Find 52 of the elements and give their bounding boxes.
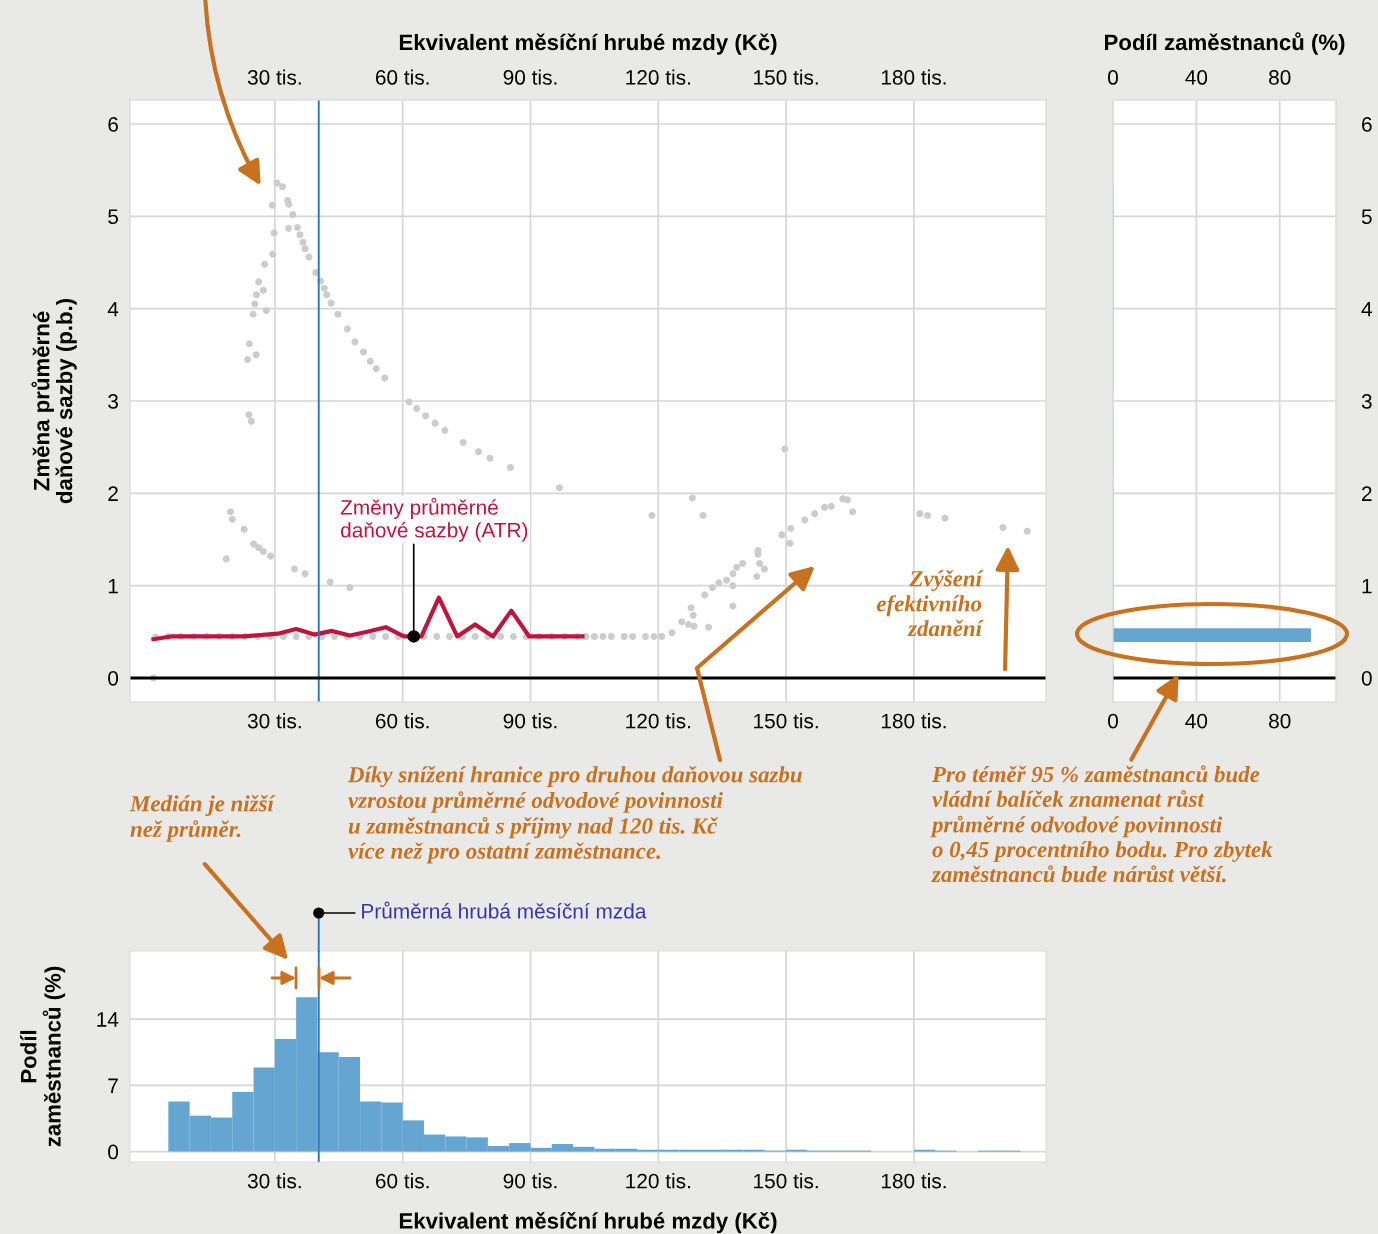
x2-axis-title: Ekvivalent měsíční hrubé mzdy (Kč) [399, 33, 777, 55]
x-tick-label: 180 tis. [881, 1173, 946, 1189]
y-tick-label: 6 [1362, 117, 1372, 132]
x-tick-label: 40 [1185, 713, 1208, 729]
y-tick-label: 5 [1361, 209, 1372, 225]
x-tick-label: 90 tis. [503, 713, 557, 729]
y-tick-label: 4 [107, 301, 119, 317]
y-axis-title: Podíl zaměstnanců (%) [20, 966, 66, 1147]
x2-tick-label: 90 tis. [503, 69, 557, 85]
x-tick-label: 60 tis. [375, 713, 429, 729]
y-tick-label: 0 [1361, 671, 1372, 686]
y-tick-label: 6 [108, 117, 118, 132]
y-tick-label: 7 [108, 1078, 118, 1093]
x2-tick-label: 60 tis. [375, 69, 429, 85]
x2-axis-title: Podíl zaměstnanců (%) [1104, 32, 1345, 55]
x-tick-label: 60 tis. [375, 1173, 429, 1189]
y-axis-title: Změna průměrné daňové sazby (p.b.) [31, 298, 77, 504]
y-tick-label: 1 [108, 578, 118, 594]
y-tick-label: 14 [97, 1012, 119, 1027]
x-tick-label: 120 tis. [626, 713, 690, 729]
x-axis-title: Ekvivalent měsíční hrubé mzdy (Kč) [399, 1211, 777, 1234]
y-tick-label: 0 [108, 671, 119, 686]
x-tick-label: 120 tis. [626, 1173, 690, 1189]
y-tick-label: 2 [108, 486, 118, 501]
x2-tick-label: 80 [1269, 70, 1291, 85]
y-tick-label: 3 [1361, 394, 1372, 409]
y-tick-label: 2 [1362, 486, 1372, 501]
x2-tick-label: 40 [1185, 70, 1208, 85]
x-tick-label: 180 tis. [881, 713, 946, 729]
x2-tick-label: 120 tis. [626, 69, 690, 85]
x-tick-label: 30 tis. [247, 1173, 301, 1189]
x2-tick-label: 180 tis. [881, 69, 946, 85]
x2-tick-label: 150 tis. [754, 69, 818, 85]
y-tick-label: 1 [1362, 578, 1372, 594]
x-tick-label: 0 [1108, 713, 1118, 729]
x2-tick-label: 0 [1108, 70, 1118, 85]
y-tick-label: 3 [108, 394, 118, 409]
x-tick-label: 80 [1269, 713, 1291, 729]
y-tick-label: 4 [1361, 301, 1372, 317]
y-tick-label: 0 [108, 1144, 119, 1160]
text: Pro téměř 95 % zaměstnanců bude vládní balíček znamenat růst průměrné odvodové povinnosti o 0,45 procentního bodu. Pro zbytek zaměstnanců bude nárůst větší. [930, 765, 1273, 883]
text: Změny průměrné daňové sazby (ATR) [340, 497, 528, 542]
x-tick-label: 150 tis. [754, 713, 818, 729]
y-tick-label: 5 [108, 209, 119, 225]
text: Medián je nižší než průměr. [129, 795, 276, 842]
ref-line-label: Průměrná hrubá měsíční mzda [362, 901, 647, 919]
text: Díky snížení hranice pro druhou daňovou sazbu vzrostou průměrné odvodové povinnosti u zaměstnanců s příjmy nad 120 tis. Kč více než pro ostatní zaměstnance. [347, 766, 802, 864]
x-tick-label: 150 tis. [754, 1173, 818, 1189]
x2-tick-label: 30 tis. [247, 69, 301, 85]
x-tick-label: 90 tis. [503, 1173, 557, 1189]
x-tick-label: 30 tis. [247, 713, 301, 729]
annotation: Zvýšení efektivního zdanění [876, 570, 984, 637]
